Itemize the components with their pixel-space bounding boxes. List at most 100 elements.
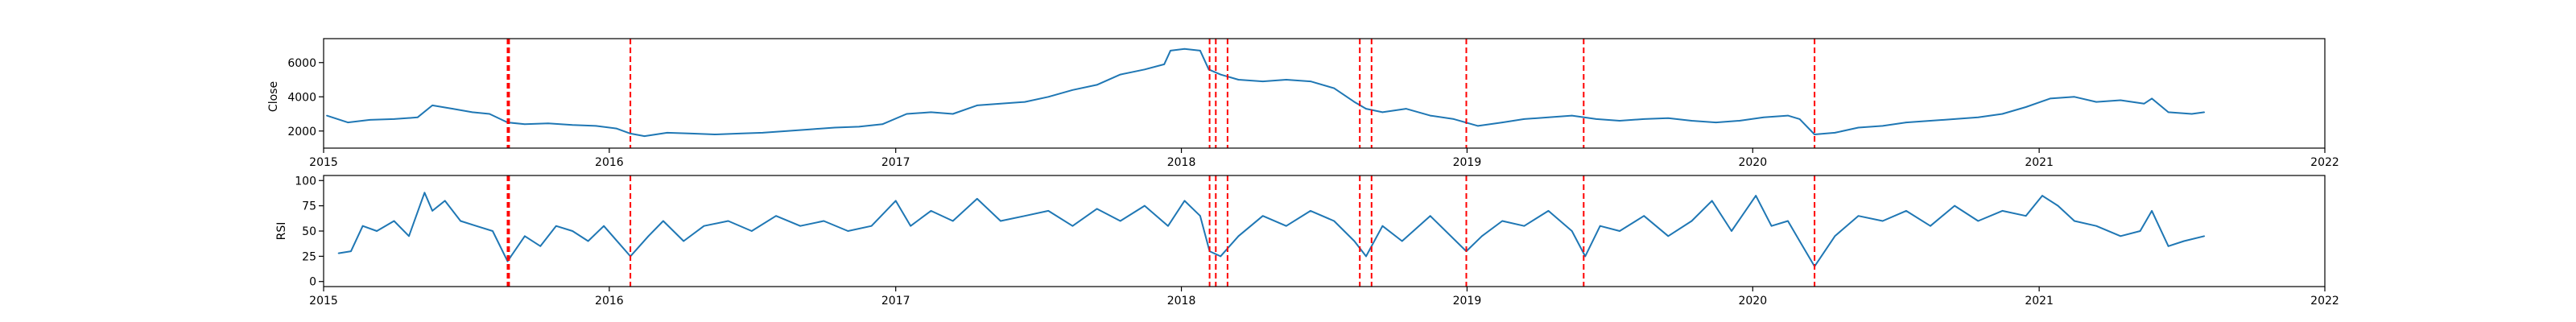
close-plot-area: 2015 2016 2017 2018 2019 2020 2021 2022 2000 4000… (287, 38, 2339, 169)
rsi-data-point (444, 200, 446, 202)
close-data-point (1024, 101, 1026, 103)
close-data-point (326, 114, 328, 117)
rsi-data-point (1881, 220, 1884, 222)
rsi-data-point (460, 220, 461, 222)
close-data-point (1453, 118, 1455, 120)
rsi-data-point (337, 252, 340, 254)
rsi-series-line (338, 192, 2205, 267)
close-data-point (393, 118, 395, 120)
close-data-point (2120, 99, 2121, 101)
rsi-data-point (408, 235, 410, 237)
close-y-tick-label: 2000 (287, 126, 316, 138)
rsi-data-point (1523, 225, 1525, 227)
close-data-point (1096, 84, 1098, 86)
close-data-point (786, 130, 788, 132)
rsi-y-tick-label: 0 (309, 276, 316, 289)
close-data-point (2190, 113, 2193, 115)
close-data-point (1237, 79, 1240, 80)
rsi-data-point (603, 225, 605, 227)
close-data-point (1690, 120, 1693, 122)
rsi-data-point (2095, 225, 2097, 227)
rsi-data-point (1977, 220, 1979, 222)
close-data-point (2074, 96, 2075, 98)
rsi-data-point (361, 225, 364, 227)
close-x-tick-label: 2020 (1738, 156, 1767, 169)
close-data-point (1763, 117, 1765, 118)
rsi-data-point (1787, 220, 1789, 222)
rsi-data-point (555, 225, 557, 227)
rsi-data-point (475, 225, 477, 227)
rsi-data-point (1667, 235, 1670, 237)
close-data-point (1047, 96, 1050, 98)
close-data-point (2143, 103, 2145, 105)
close-data-point (976, 105, 978, 106)
rsi-data-point (1119, 220, 1121, 222)
rsi-data-point (775, 215, 777, 217)
close-data-point (691, 133, 692, 134)
close-data-point (369, 119, 371, 121)
close-data-point (930, 111, 932, 114)
close-data-point (524, 123, 526, 126)
rsi-y-axis-label: RSI (275, 222, 288, 241)
close-data-point (906, 113, 908, 115)
close-data-point (1183, 48, 1186, 50)
close-data-point (1881, 125, 1884, 127)
close-data-point (1310, 80, 1311, 82)
rsi-data-point (930, 210, 932, 212)
rsi-data-point (1000, 220, 1001, 222)
close-data-point (810, 128, 812, 130)
close-data-point (714, 134, 716, 135)
rsi-data-point (506, 260, 509, 262)
close-data-point (2049, 97, 2051, 100)
close-data-point (416, 117, 419, 118)
close-data-point (1119, 73, 1121, 76)
close-data-point (347, 122, 349, 123)
close-data-point (1857, 126, 1860, 129)
rsi-data-point (727, 220, 729, 222)
close-data-point (1814, 134, 1815, 135)
rsi-data-point (350, 250, 352, 252)
close-data-point (643, 135, 646, 137)
close-data-point (1365, 108, 1367, 109)
rsi-x-tick-label: 2017 (881, 295, 910, 308)
rsi-x-tick-label: 2021 (2025, 295, 2054, 308)
rsi-data-point (1286, 225, 1287, 227)
rsi-data-point (976, 198, 978, 200)
rsi-data-point (2120, 235, 2121, 237)
rsi-data-point (1547, 210, 1550, 212)
close-data-point (1643, 118, 1645, 120)
close-data-point (1571, 114, 1573, 117)
rsi-x-tick-label: 2018 (1167, 295, 1196, 308)
close-data-point (1429, 114, 1431, 117)
rsi-data-point (663, 220, 664, 222)
close-data-point (1144, 68, 1146, 71)
rsi-data-point (847, 230, 849, 232)
rsi-data-point (1237, 235, 1240, 237)
close-data-point (1501, 122, 1503, 123)
rsi-data-point (1905, 210, 1907, 212)
close-data-point (452, 108, 454, 109)
rsi-data-point (1798, 240, 1801, 242)
close-y-tick-label: 4000 (287, 91, 316, 104)
rsi-data-point (2139, 230, 2141, 232)
close-price-panel: 2015 2016 2017 2018 2019 2020 2021 2022 2000 4000… (267, 38, 2339, 169)
close-data-point (1170, 50, 1171, 52)
rsi-data-point (1071, 225, 1074, 227)
rsi-data-point (703, 225, 705, 227)
rsi-data-point (1220, 255, 1221, 258)
rsi-data-point (1755, 195, 1757, 196)
rsi-data-point (376, 230, 378, 232)
rsi-x-tick-label: 2015 (309, 295, 338, 308)
close-data-point (762, 132, 764, 134)
close-x-tick-label: 2019 (1453, 156, 1482, 169)
rsi-y-tick-label: 100 (295, 175, 316, 188)
close-data-point (1405, 108, 1407, 109)
rsi-data-point (587, 240, 589, 242)
rsi-data-point (894, 200, 897, 202)
rsi-data-point (539, 246, 542, 247)
close-x-tick-label: 2018 (1167, 156, 1196, 169)
rsi-plot-area: 2015 2016 2017 2018 2019 2020 2021 2022 0 25 50 75 1… (295, 175, 2339, 308)
close-data-point (1930, 120, 1931, 122)
rsi-data-point (1401, 240, 1403, 242)
